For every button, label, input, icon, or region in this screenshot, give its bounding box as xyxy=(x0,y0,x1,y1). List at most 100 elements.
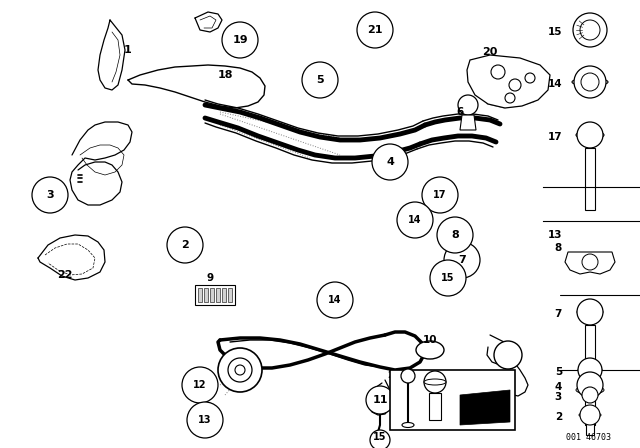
Circle shape xyxy=(437,217,473,253)
Text: 20: 20 xyxy=(483,47,498,57)
Circle shape xyxy=(370,430,390,448)
Text: 001 46703: 001 46703 xyxy=(566,433,611,442)
Text: 22: 22 xyxy=(57,270,73,280)
Text: 1: 1 xyxy=(124,45,132,55)
Text: 3: 3 xyxy=(46,190,54,200)
Polygon shape xyxy=(429,393,441,420)
Text: 2: 2 xyxy=(555,412,562,422)
Text: 19: 19 xyxy=(232,35,248,45)
Circle shape xyxy=(582,254,598,270)
Circle shape xyxy=(494,341,522,369)
Text: 19: 19 xyxy=(413,375,426,384)
Circle shape xyxy=(235,365,245,375)
Text: 5: 5 xyxy=(555,367,562,377)
Polygon shape xyxy=(204,288,208,302)
Circle shape xyxy=(317,282,353,318)
Circle shape xyxy=(458,95,478,115)
Text: 3: 3 xyxy=(555,392,562,402)
Polygon shape xyxy=(198,288,202,302)
Ellipse shape xyxy=(576,131,604,139)
Text: 11: 11 xyxy=(372,395,388,405)
Text: 6: 6 xyxy=(456,107,463,117)
Text: 8: 8 xyxy=(451,230,459,240)
Circle shape xyxy=(491,65,505,79)
Circle shape xyxy=(32,177,68,213)
Ellipse shape xyxy=(576,386,604,394)
Circle shape xyxy=(424,371,446,393)
Circle shape xyxy=(430,260,466,296)
Text: 2: 2 xyxy=(181,240,189,250)
Text: 15: 15 xyxy=(373,432,387,442)
Circle shape xyxy=(574,66,606,98)
Circle shape xyxy=(372,144,408,180)
Circle shape xyxy=(509,79,521,91)
Circle shape xyxy=(182,367,218,403)
Polygon shape xyxy=(585,398,595,425)
Bar xyxy=(390,370,515,430)
Circle shape xyxy=(573,13,607,47)
Text: 13: 13 xyxy=(547,230,562,240)
Ellipse shape xyxy=(577,309,603,315)
Circle shape xyxy=(228,358,252,382)
Polygon shape xyxy=(222,288,226,302)
Text: 18: 18 xyxy=(217,70,233,80)
Polygon shape xyxy=(460,115,476,130)
Ellipse shape xyxy=(416,341,444,359)
Ellipse shape xyxy=(578,366,602,374)
Polygon shape xyxy=(195,285,235,305)
Text: 14: 14 xyxy=(547,79,562,89)
Circle shape xyxy=(577,372,603,398)
Text: 14: 14 xyxy=(408,215,422,225)
Polygon shape xyxy=(460,390,510,425)
Ellipse shape xyxy=(572,78,608,86)
Circle shape xyxy=(222,22,258,58)
Polygon shape xyxy=(586,421,594,435)
Text: 17: 17 xyxy=(547,132,562,142)
Circle shape xyxy=(187,402,223,438)
Circle shape xyxy=(302,62,338,98)
Circle shape xyxy=(422,177,458,213)
Text: 7: 7 xyxy=(458,255,466,265)
Polygon shape xyxy=(565,252,615,274)
Text: 7: 7 xyxy=(555,309,562,319)
Circle shape xyxy=(505,93,515,103)
Circle shape xyxy=(581,73,599,91)
Circle shape xyxy=(167,227,203,263)
Circle shape xyxy=(525,73,535,83)
Circle shape xyxy=(397,202,433,238)
Text: 9: 9 xyxy=(207,273,214,283)
Text: 8: 8 xyxy=(555,243,562,253)
Circle shape xyxy=(444,242,480,278)
Circle shape xyxy=(578,358,602,382)
Circle shape xyxy=(577,299,603,325)
Polygon shape xyxy=(585,325,595,360)
Text: 13: 13 xyxy=(198,415,212,425)
Ellipse shape xyxy=(424,379,446,385)
Polygon shape xyxy=(467,55,550,108)
Circle shape xyxy=(580,405,600,425)
Polygon shape xyxy=(585,148,595,210)
Text: 15: 15 xyxy=(441,273,455,283)
Circle shape xyxy=(357,12,393,48)
Text: 15: 15 xyxy=(547,27,562,37)
Polygon shape xyxy=(228,288,232,302)
Text: 12: 12 xyxy=(193,380,207,390)
Text: 17: 17 xyxy=(433,190,447,200)
Text: 4: 4 xyxy=(386,157,394,167)
Circle shape xyxy=(218,348,262,392)
Ellipse shape xyxy=(402,422,414,427)
Text: 21: 21 xyxy=(367,25,383,35)
Polygon shape xyxy=(210,288,214,302)
Circle shape xyxy=(366,386,394,414)
Text: 16: 16 xyxy=(498,395,512,405)
Polygon shape xyxy=(586,382,594,408)
Text: 5: 5 xyxy=(316,75,324,85)
Text: 21: 21 xyxy=(387,370,400,379)
Polygon shape xyxy=(216,288,220,302)
Ellipse shape xyxy=(579,412,601,418)
Text: 10: 10 xyxy=(423,335,437,345)
Text: 4: 4 xyxy=(555,382,562,392)
Circle shape xyxy=(401,369,415,383)
Circle shape xyxy=(582,387,598,403)
Text: 14: 14 xyxy=(328,295,342,305)
